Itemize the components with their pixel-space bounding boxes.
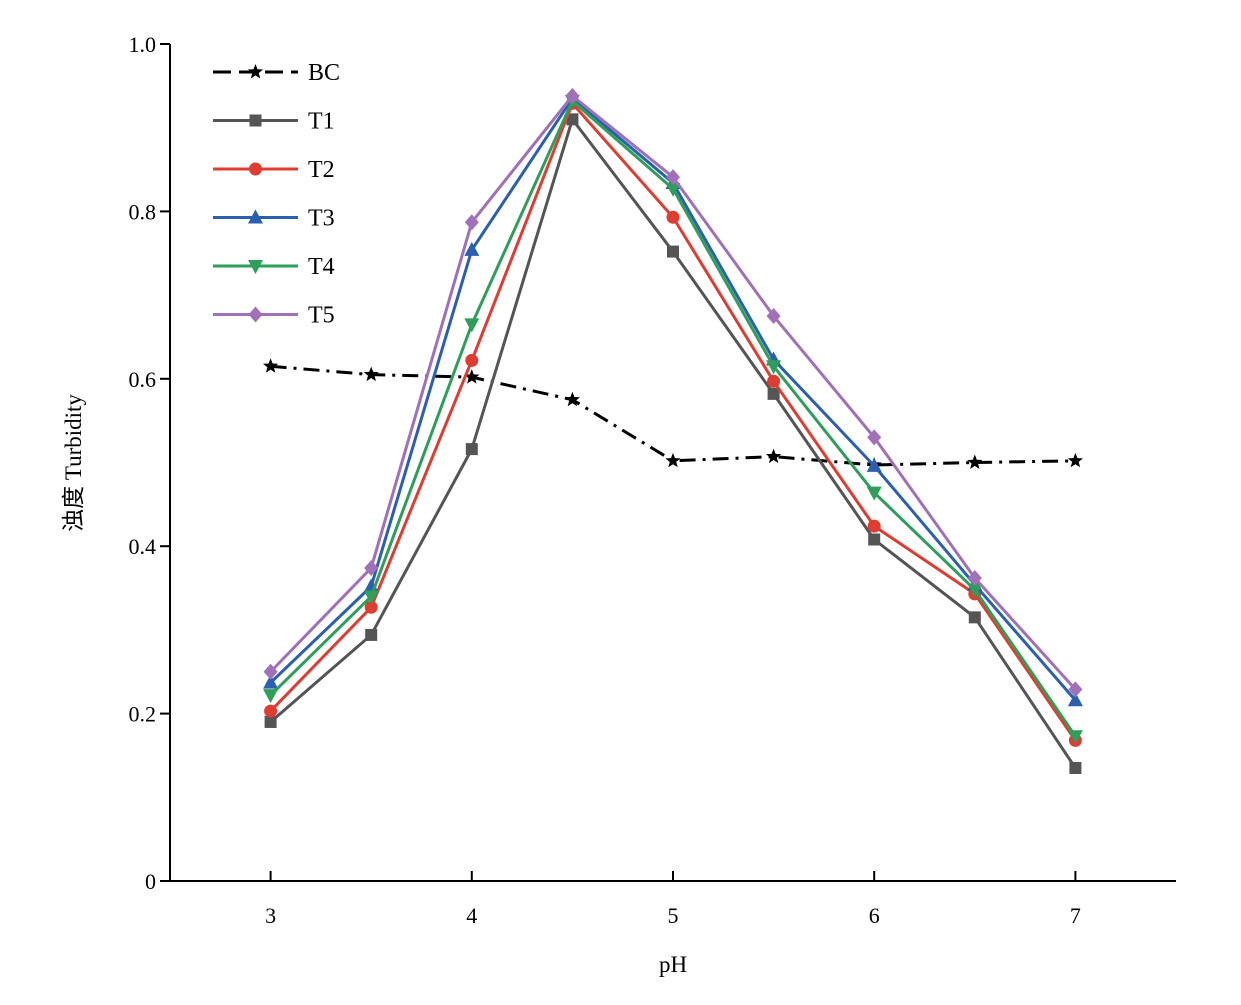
series-line-t2 (269, 101, 1077, 742)
data-point-t5 (565, 87, 580, 104)
y-tick-label: 0.8 (129, 199, 157, 224)
data-point-t4 (363, 590, 379, 605)
legend-label: BC (308, 60, 340, 86)
series-line-bc (270, 364, 1076, 467)
legend-marker (248, 260, 263, 274)
data-point-t3 (866, 457, 882, 472)
data-point-t4 (1067, 730, 1083, 745)
data-point-bc (765, 448, 782, 464)
y-tick-label: 0.2 (129, 702, 157, 727)
y-tick-label: 0 (145, 869, 156, 894)
axes: 0 0.2 0.4 0.6 0.8 1.0 3 4 5 6 7 (129, 32, 1176, 928)
series-bc (262, 358, 1084, 472)
data-point-t5 (1068, 681, 1083, 698)
y-axis-label: 浊度 Turbidity (61, 394, 86, 532)
x-tick-label: 3 (265, 903, 276, 928)
data-point-t4 (866, 486, 882, 501)
data-point-t1 (264, 715, 277, 728)
x-axis-label: pH (659, 952, 687, 977)
data-point-t4 (665, 182, 681, 197)
legend-marker (249, 162, 262, 176)
data-point-bc (262, 358, 279, 373)
y-tick-label: 1.0 (129, 32, 157, 57)
data-point-bc (564, 391, 581, 407)
data-point-t1 (767, 387, 780, 400)
x-tick-label: 5 (668, 903, 679, 928)
data-point-t4 (967, 583, 983, 598)
legend-marker (248, 306, 263, 323)
data-point-t5 (464, 214, 479, 231)
y-tick-label: 0.6 (129, 367, 157, 392)
legend-item-t2: T2 (213, 157, 335, 183)
data-point-t1 (667, 245, 679, 258)
legend-label: T3 (308, 206, 335, 232)
data-point-t5 (364, 559, 379, 576)
data-point-bc (665, 452, 681, 468)
data-point-t2 (767, 374, 781, 388)
data-point-t5 (263, 663, 278, 680)
x-tick-label: 4 (466, 903, 477, 928)
data-point-t2 (465, 353, 479, 367)
data-point-t1 (1069, 762, 1082, 775)
data-point-t5 (967, 570, 982, 587)
legend-marker (248, 209, 263, 224)
data-point-t4 (766, 360, 782, 375)
data-point-t3 (263, 674, 279, 689)
legend: BC T1 T2 T3 T4 T5 (213, 60, 340, 329)
legend-item-t3: T3 (213, 206, 335, 232)
data-point-bc (464, 369, 480, 384)
series-t4 (263, 94, 1083, 745)
series-t5 (263, 87, 1083, 698)
legend-label: T5 (308, 303, 335, 329)
data-point-t5 (867, 429, 882, 446)
data-point-t3 (464, 241, 480, 256)
x-tick-label: 7 (1070, 903, 1081, 928)
data-point-bc (363, 366, 379, 382)
data-point-t3 (1067, 692, 1083, 707)
data-point-t1 (968, 611, 981, 624)
data-point-t1 (566, 113, 579, 126)
series-t1 (264, 113, 1082, 775)
data-point-t1 (365, 628, 378, 641)
data-point-t4 (263, 689, 279, 704)
legend-item-bc: BC (213, 60, 340, 86)
series-layer (262, 87, 1084, 775)
data-point-t2 (867, 519, 881, 533)
legend-item-t1: T1 (213, 109, 335, 135)
data-point-bc (1067, 452, 1084, 468)
legend-label: T4 (308, 254, 335, 280)
legend-label: T1 (308, 109, 335, 135)
x-tick-label: 6 (869, 903, 880, 928)
data-point-bc (967, 454, 983, 469)
legend-marker (249, 114, 262, 127)
legend-item-t4: T4 (213, 254, 335, 280)
data-point-t2 (364, 600, 378, 614)
data-point-t2 (264, 704, 278, 718)
data-point-t2 (666, 210, 680, 224)
data-point-t1 (868, 533, 881, 546)
legend-label: T2 (308, 157, 335, 183)
legend-marker (247, 64, 264, 79)
legend-item-t5: T5 (213, 303, 335, 329)
data-point-t5 (766, 308, 781, 325)
data-point-t5 (666, 169, 680, 186)
data-point-t4 (464, 318, 480, 333)
data-point-t1 (465, 443, 478, 456)
y-tick-label: 0.4 (129, 534, 157, 559)
